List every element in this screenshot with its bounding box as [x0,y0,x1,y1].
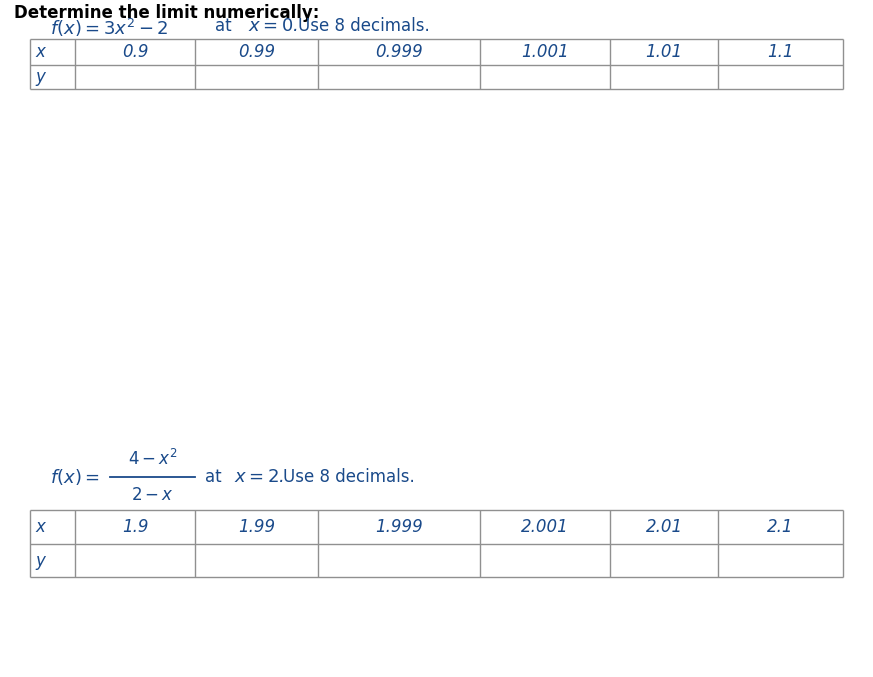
Text: y: y [35,552,45,569]
Text: $f(x)=3x^2-2$: $f(x)=3x^2-2$ [50,17,168,39]
Text: 0.9: 0.9 [121,43,148,61]
Text: y: y [35,68,45,86]
Text: at: at [205,468,222,486]
Text: at: at [215,17,231,35]
Text: 1.99: 1.99 [238,518,275,536]
Text: $4-x^2$: $4-x^2$ [127,449,177,469]
Text: 0.999: 0.999 [375,43,423,61]
Text: Use 8 decimals.: Use 8 decimals. [298,17,430,35]
Text: 1.01: 1.01 [645,43,683,61]
Text: Use 8 decimals.: Use 8 decimals. [283,468,415,486]
Text: Determine the limit numerically:: Determine the limit numerically: [14,4,320,22]
Text: x: x [35,43,45,61]
Text: x: x [35,518,45,536]
Text: 2.1: 2.1 [767,518,794,536]
Text: $f(x)=$: $f(x)=$ [50,467,100,487]
Text: $x=2$.: $x=2$. [234,468,284,486]
Text: 1.1: 1.1 [767,43,794,61]
Text: $x=0$.: $x=0$. [248,17,298,35]
Text: 2.01: 2.01 [645,518,683,536]
Text: 2.001: 2.001 [521,518,569,536]
Text: 1.001: 1.001 [521,43,569,61]
Text: 1.999: 1.999 [375,518,423,536]
Text: $2-x$: $2-x$ [131,486,174,504]
Text: 1.9: 1.9 [121,518,148,536]
Text: 0.99: 0.99 [238,43,275,61]
